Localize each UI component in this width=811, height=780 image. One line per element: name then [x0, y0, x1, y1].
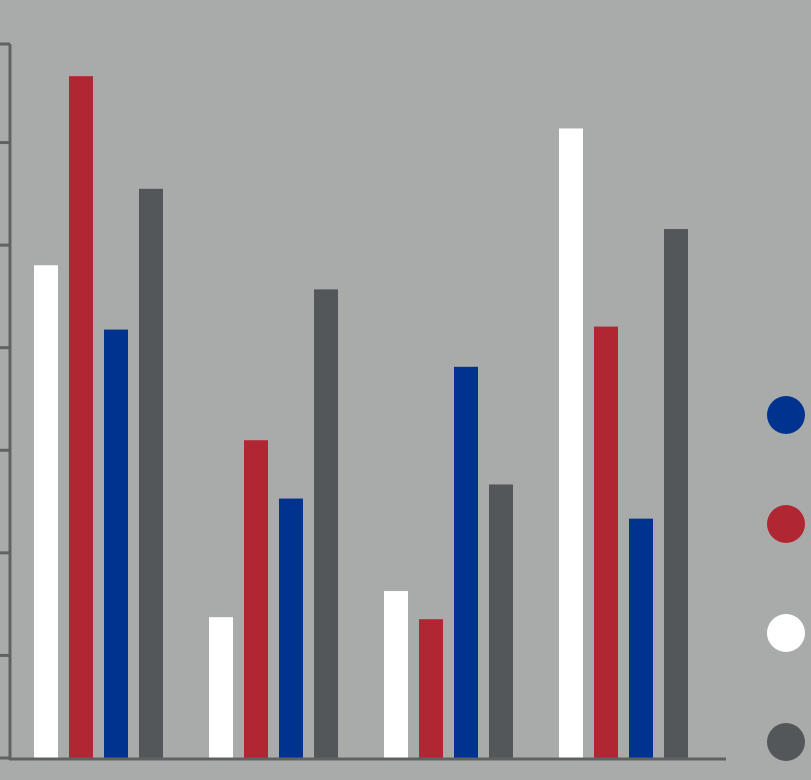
bars	[34, 76, 688, 758]
bar-group-2-series-2	[244, 440, 268, 758]
bar-group-2-series-4	[314, 289, 338, 758]
bar-group-4-series-1	[559, 128, 583, 758]
bar-group-1-series-1	[34, 265, 58, 758]
legend-marker-3	[767, 614, 805, 652]
bar-group-4-series-3	[629, 518, 653, 758]
bar-group-1-series-2	[69, 76, 93, 758]
bar-group-4-series-2	[594, 326, 618, 758]
axes	[0, 42, 726, 761]
legend-marker-2	[767, 505, 805, 543]
legend-marker-4	[767, 723, 805, 761]
bar-group-3-series-4	[489, 484, 513, 758]
legend-marker-1	[767, 396, 805, 434]
bar-group-2-series-3	[279, 498, 303, 758]
bar-group-3-series-3	[454, 366, 478, 758]
bar-group-1-series-3	[104, 329, 128, 758]
bar-group-1-series-4	[139, 188, 163, 758]
bar-group-3-series-1	[384, 591, 408, 758]
bar-group-3-series-2	[419, 619, 443, 758]
bar-group-2-series-1	[209, 617, 233, 758]
legend	[767, 396, 805, 761]
bar-group-4-series-4	[664, 229, 688, 758]
